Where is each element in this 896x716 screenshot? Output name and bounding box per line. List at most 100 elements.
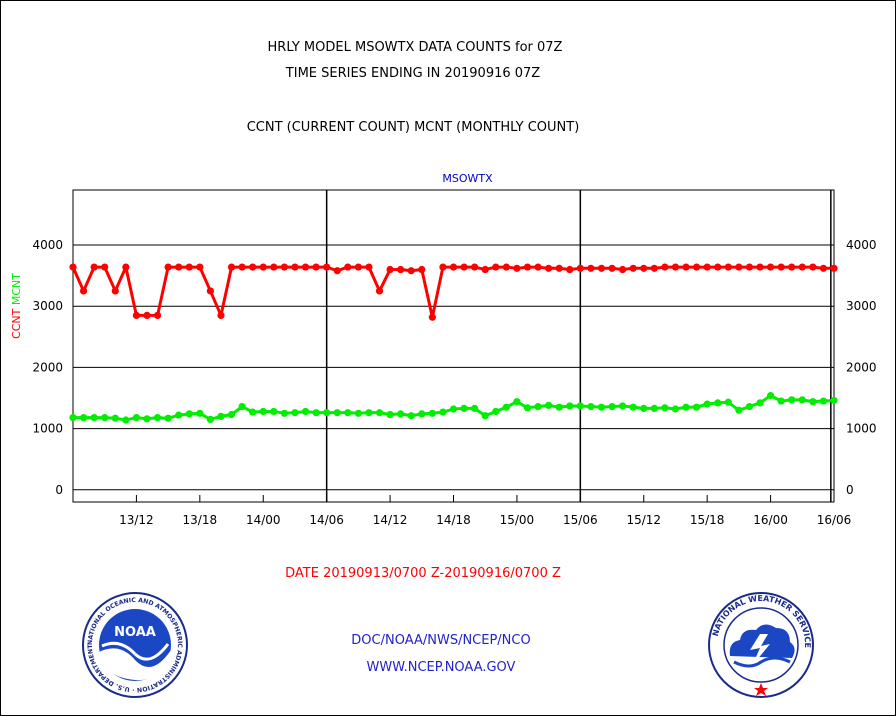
point-ccnt-38: [471, 263, 479, 271]
point-ccnt-46: [555, 264, 563, 272]
y-axis-label-mcnt: MCNT: [10, 273, 23, 309]
point-mcnt-71: [819, 397, 828, 405]
point-ccnt-15: [227, 263, 236, 271]
point-ccnt-36: [449, 263, 458, 271]
y-tick-right-3000: 3000: [846, 299, 877, 313]
point-mcnt-7: [143, 415, 151, 423]
point-ccnt-4: [111, 287, 119, 295]
point-mcnt-0: [69, 413, 77, 422]
x-tick-label-14-12: 14/12: [373, 513, 408, 527]
point-mcnt-33: [418, 410, 426, 418]
point-mcnt-16: [238, 402, 246, 411]
point-ccnt-26: [344, 263, 352, 271]
plot-title: MSOWTX: [442, 172, 493, 185]
point-ccnt-65: [756, 263, 764, 271]
point-mcnt-41: [502, 403, 510, 411]
point-mcnt-57: [671, 405, 680, 413]
point-mcnt-54: [640, 404, 648, 412]
point-ccnt-71: [819, 264, 828, 272]
point-ccnt-6: [132, 311, 141, 320]
point-mcnt-14: [217, 412, 225, 420]
point-ccnt-45: [545, 264, 553, 272]
point-ccnt-52: [619, 265, 627, 274]
point-ccnt-59: [692, 263, 701, 271]
point-mcnt-68: [788, 396, 796, 404]
point-ccnt-60: [703, 263, 711, 271]
point-ccnt-68: [788, 263, 796, 271]
point-mcnt-30: [386, 410, 394, 419]
point-mcnt-46: [555, 403, 563, 411]
star-icon: [754, 683, 768, 696]
y-tick-right-4000: 4000: [846, 238, 877, 252]
point-mcnt-3: [101, 413, 109, 422]
point-mcnt-27: [354, 409, 362, 417]
point-ccnt-32: [407, 267, 415, 275]
point-ccnt-2: [90, 263, 98, 271]
point-mcnt-37: [460, 404, 468, 412]
point-ccnt-54: [640, 264, 648, 272]
point-mcnt-58: [682, 403, 690, 411]
point-ccnt-42: [513, 264, 521, 272]
noaa-logo-label: NOAA: [114, 625, 156, 640]
point-mcnt-61: [714, 399, 722, 407]
point-mcnt-31: [397, 410, 405, 418]
date-range-label: DATE 20190913/0700 Z-20190916/0700 Z: [285, 566, 561, 581]
series-line-ccnt: [71, 265, 834, 319]
point-ccnt-47: [566, 265, 574, 274]
point-ccnt-30: [386, 265, 394, 274]
point-ccnt-51: [608, 264, 616, 272]
point-mcnt-56: [661, 404, 669, 412]
y-axis-label-ccnt: CCNT: [10, 308, 23, 339]
y-tick-left-1000: 1000: [32, 422, 63, 436]
point-ccnt-18: [259, 263, 267, 271]
point-ccnt-55: [650, 264, 658, 272]
point-ccnt-35: [439, 263, 447, 271]
nws-logo: NATIONAL WEATHER SERVICE: [708, 592, 814, 698]
y-tick-left-4000: 4000: [32, 238, 63, 252]
point-mcnt-66: [766, 391, 775, 400]
y-tick-right-2000: 2000: [846, 360, 877, 374]
x-tick-label-14-00: 14/00: [246, 513, 281, 527]
point-mcnt-64: [745, 402, 754, 411]
x-tick-label-15-18: 15/18: [690, 513, 725, 527]
point-mcnt-24: [323, 409, 331, 417]
point-mcnt-19: [270, 407, 278, 416]
point-mcnt-51: [608, 402, 616, 411]
point-ccnt-66: [766, 263, 775, 271]
point-ccnt-16: [238, 263, 246, 271]
point-mcnt-20: [280, 409, 288, 417]
point-ccnt-50: [597, 264, 606, 272]
chart-title-line-2: TIME SERIES ENDING IN 20190916 07Z: [285, 66, 541, 81]
point-mcnt-22: [301, 407, 310, 416]
point-mcnt-67: [777, 397, 785, 405]
plot-frame: [72, 189, 835, 503]
point-ccnt-34: [428, 313, 436, 321]
point-ccnt-48: [576, 264, 584, 272]
chart-subtitle: CCNT (CURRENT COUNT) MCNT (MONTHLY COUNT…: [246, 120, 580, 135]
point-mcnt-38: [471, 404, 479, 412]
point-mcnt-53: [629, 403, 637, 411]
x-tick-label-16-06: 16/06: [817, 513, 852, 527]
point-mcnt-35: [439, 408, 447, 416]
point-ccnt-33: [418, 265, 426, 274]
point-mcnt-48: [576, 402, 584, 410]
org-label: DOC/NOAA/NWS/NCEP/NCO: [351, 633, 531, 648]
point-ccnt-67: [777, 263, 785, 271]
point-ccnt-31: [397, 265, 405, 274]
chart-title-line-1: HRLY MODEL MSOWTX DATA COUNTS for 07Z: [267, 40, 563, 55]
point-mcnt-29: [375, 409, 384, 417]
point-ccnt-7: [143, 311, 151, 320]
point-ccnt-24: [323, 263, 331, 271]
point-ccnt-58: [682, 263, 690, 271]
website-link[interactable]: WWW.NCEP.NOAA.GOV: [366, 660, 516, 675]
point-ccnt-5: [122, 263, 130, 271]
point-mcnt-25: [333, 409, 341, 417]
point-mcnt-4: [111, 414, 119, 422]
x-tick-label-14-06: 14/06: [309, 513, 344, 527]
point-mcnt-34: [428, 409, 436, 417]
point-ccnt-22: [301, 263, 310, 271]
point-ccnt-62: [724, 263, 732, 271]
point-mcnt-11: [185, 410, 193, 418]
point-ccnt-0: [69, 263, 77, 271]
